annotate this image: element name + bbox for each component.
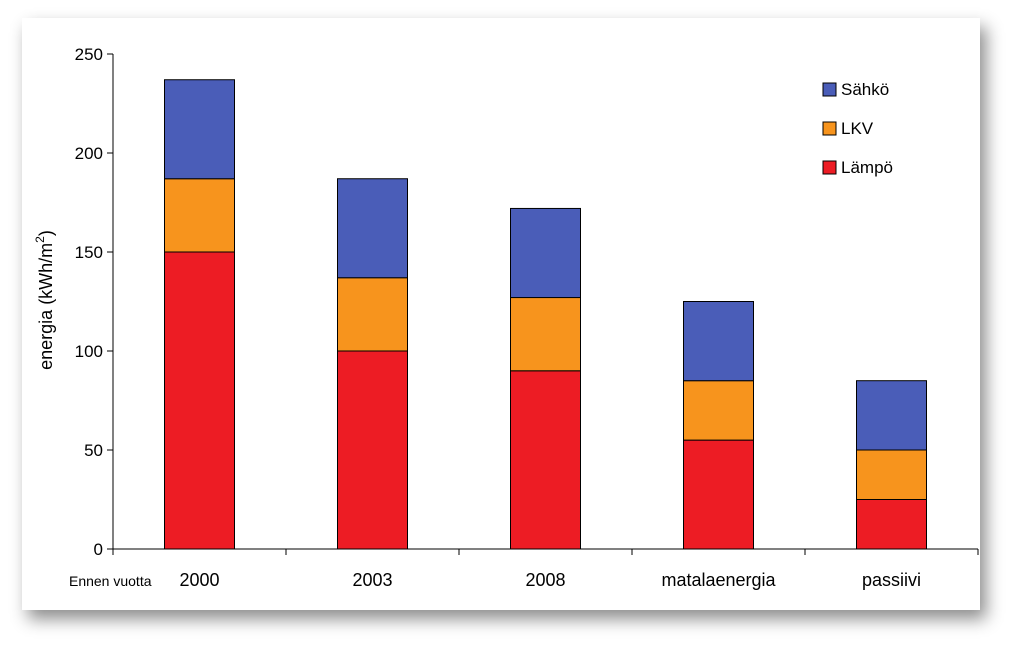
x-tick-label: matalaenergia	[661, 570, 776, 590]
legend-swatch-lkv	[822, 121, 837, 136]
bar-lkv-2000	[164, 178, 235, 253]
bars-group	[164, 79, 927, 550]
y-tick-label: 100	[75, 342, 103, 361]
legend-swatch-lämpö	[822, 160, 837, 175]
bar-lämpö-passiivi	[856, 499, 927, 550]
y-tick-label: 50	[84, 441, 103, 460]
bar-lämpö-2008	[510, 370, 581, 550]
y-axis-title: energia (kWh/m2)	[33, 230, 56, 370]
legend: Sähkö LKV Lämpö	[822, 80, 893, 177]
bar-lkv-passiivi	[856, 449, 927, 500]
bar-sähkö-matalaenergia	[683, 301, 754, 382]
bar-sähkö-passiivi	[856, 380, 927, 451]
bar-lämpö-matalaenergia	[683, 439, 754, 550]
x-category-prefix: Ennen vuotta	[69, 573, 152, 589]
legend-label-lämpö: Lämpö	[841, 158, 893, 177]
y-tick-label: 200	[75, 144, 103, 163]
bar-lkv-2008	[510, 297, 581, 372]
x-tick-label: 2008	[525, 570, 565, 590]
bar-lkv-matalaenergia	[683, 380, 754, 441]
bar-sähkö-2003	[337, 178, 408, 279]
legend-label-lkv: LKV	[841, 119, 874, 138]
y-tick-label: 250	[75, 45, 103, 64]
legend-label-sähkö: Sähkö	[841, 80, 889, 99]
legend-swatch-sähkö	[822, 82, 837, 97]
x-tick-label: 2003	[352, 570, 392, 590]
x-tick-label: 2000	[179, 570, 219, 590]
bar-lämpö-2003	[337, 350, 408, 550]
bar-sähkö-2008	[510, 207, 581, 299]
bar-sähkö-2000	[164, 79, 235, 180]
bar-lämpö-2000	[164, 251, 235, 550]
y-tick-label: 150	[75, 243, 103, 262]
y-tick-label: 0	[94, 540, 103, 559]
bar-lkv-2003	[337, 277, 408, 352]
x-tick-label: passiivi	[862, 570, 921, 590]
